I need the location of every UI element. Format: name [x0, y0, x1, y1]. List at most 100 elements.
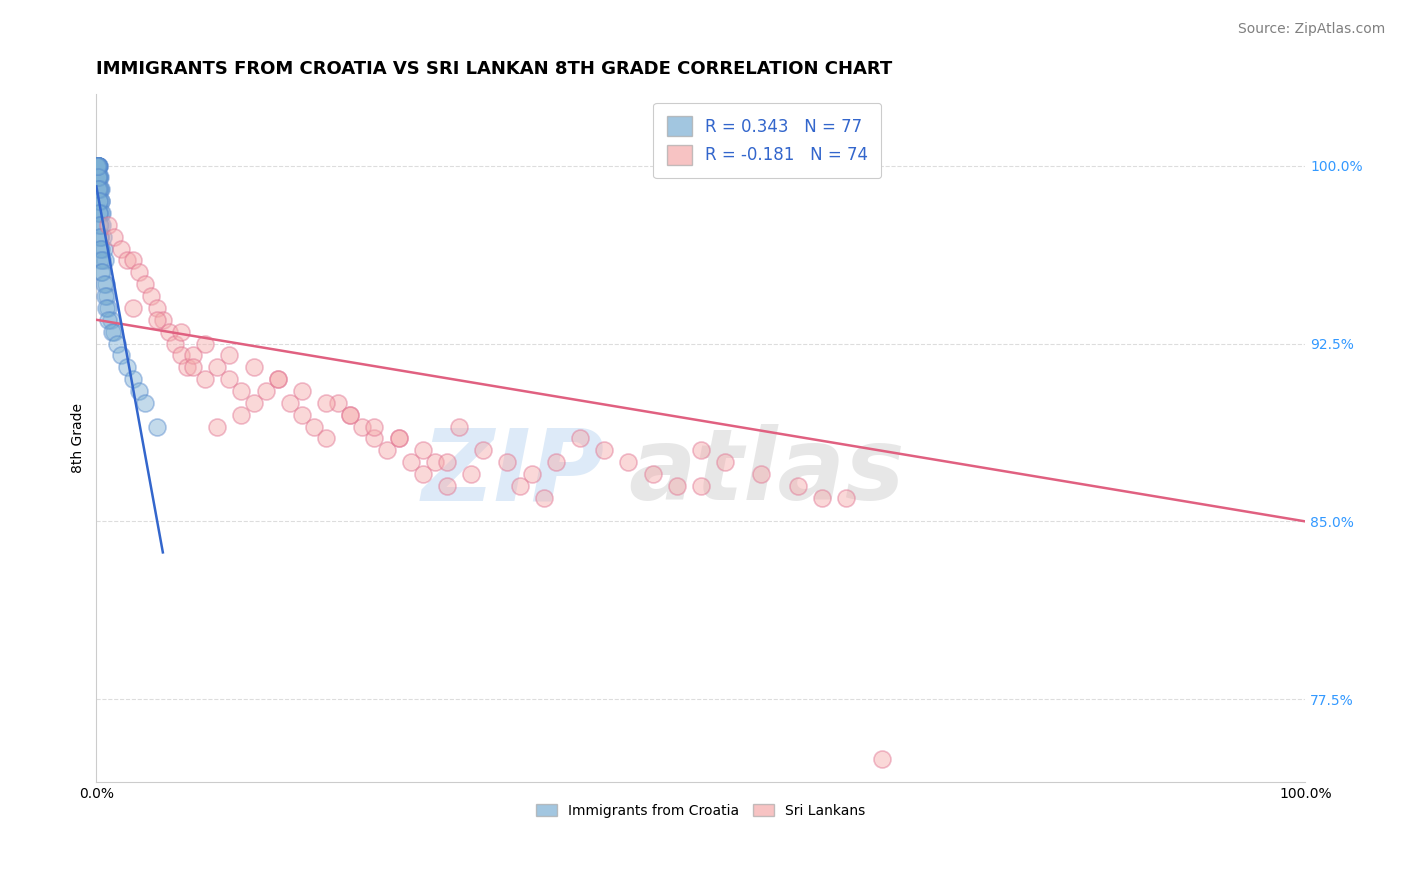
Point [93, 277, 115, 292]
Text: ZIP: ZIP [422, 425, 605, 521]
Point [94, 301, 117, 315]
Point [89, 218, 111, 232]
Point [97, 218, 120, 232]
Point [86, 159, 108, 173]
Point [163, 336, 186, 351]
Point [170, 348, 193, 362]
Point [86, 159, 108, 173]
Point [218, 372, 240, 386]
Point [90, 194, 112, 209]
Point [89, 229, 111, 244]
Point [810, 491, 832, 505]
Point [91, 218, 114, 232]
Point [86, 159, 108, 173]
Point [375, 443, 398, 458]
Point [89, 170, 111, 185]
Point [115, 253, 138, 268]
Point [121, 301, 143, 315]
Point [91, 229, 114, 244]
Point [194, 372, 217, 386]
Point [786, 479, 808, 493]
Point [86, 159, 108, 173]
Point [146, 419, 169, 434]
Point [87, 170, 110, 185]
Point [87, 170, 110, 185]
Point [90, 242, 112, 256]
Point [86, 159, 108, 173]
Point [86, 159, 108, 173]
Point [352, 419, 374, 434]
Point [94, 277, 117, 292]
Point [267, 372, 290, 386]
Point [86, 159, 108, 173]
Point [339, 408, 361, 422]
Point [87, 159, 110, 173]
Point [218, 348, 240, 362]
Point [97, 301, 120, 315]
Point [544, 455, 567, 469]
Point [593, 443, 616, 458]
Point [339, 408, 361, 422]
Point [388, 431, 411, 445]
Point [207, 360, 229, 375]
Point [436, 455, 458, 469]
Point [86, 159, 108, 173]
Point [90, 265, 112, 279]
Point [423, 455, 446, 469]
Point [194, 336, 217, 351]
Point [267, 372, 290, 386]
Point [170, 325, 193, 339]
Point [89, 182, 111, 196]
Point [472, 443, 495, 458]
Point [87, 194, 110, 209]
Point [86, 159, 108, 173]
Point [96, 289, 118, 303]
Point [278, 396, 301, 410]
Point [87, 159, 110, 173]
Point [86, 159, 108, 173]
Point [641, 467, 664, 481]
Point [870, 751, 893, 765]
Point [115, 360, 138, 375]
Point [399, 455, 422, 469]
Point [689, 443, 711, 458]
Point [689, 479, 711, 493]
Point [87, 182, 110, 196]
Point [86, 159, 108, 173]
Point [87, 159, 110, 173]
Point [436, 479, 458, 493]
Point [363, 431, 385, 445]
Point [714, 455, 737, 469]
Point [176, 360, 198, 375]
Text: IMMIGRANTS FROM CROATIA VS SRI LANKAN 8TH GRADE CORRELATION CHART: IMMIGRANTS FROM CROATIA VS SRI LANKAN 8T… [97, 60, 893, 78]
Point [231, 408, 253, 422]
Point [86, 159, 108, 173]
Point [460, 467, 482, 481]
Point [242, 360, 264, 375]
Point [89, 206, 111, 220]
Point [134, 396, 156, 410]
Point [89, 170, 111, 185]
Point [103, 325, 125, 339]
Point [90, 182, 112, 196]
Point [89, 253, 111, 268]
Point [87, 159, 110, 173]
Point [363, 419, 385, 434]
Text: atlas: atlas [628, 425, 905, 521]
Point [87, 206, 110, 220]
Point [89, 229, 111, 244]
Point [90, 206, 112, 220]
Point [101, 325, 124, 339]
Point [86, 159, 108, 173]
Point [291, 384, 314, 398]
Point [568, 431, 591, 445]
Point [665, 479, 688, 493]
Point [146, 301, 169, 315]
Point [496, 455, 519, 469]
Point [91, 265, 114, 279]
Point [449, 419, 471, 434]
Point [749, 467, 772, 481]
Point [412, 467, 434, 481]
Point [134, 277, 156, 292]
Point [508, 479, 530, 493]
